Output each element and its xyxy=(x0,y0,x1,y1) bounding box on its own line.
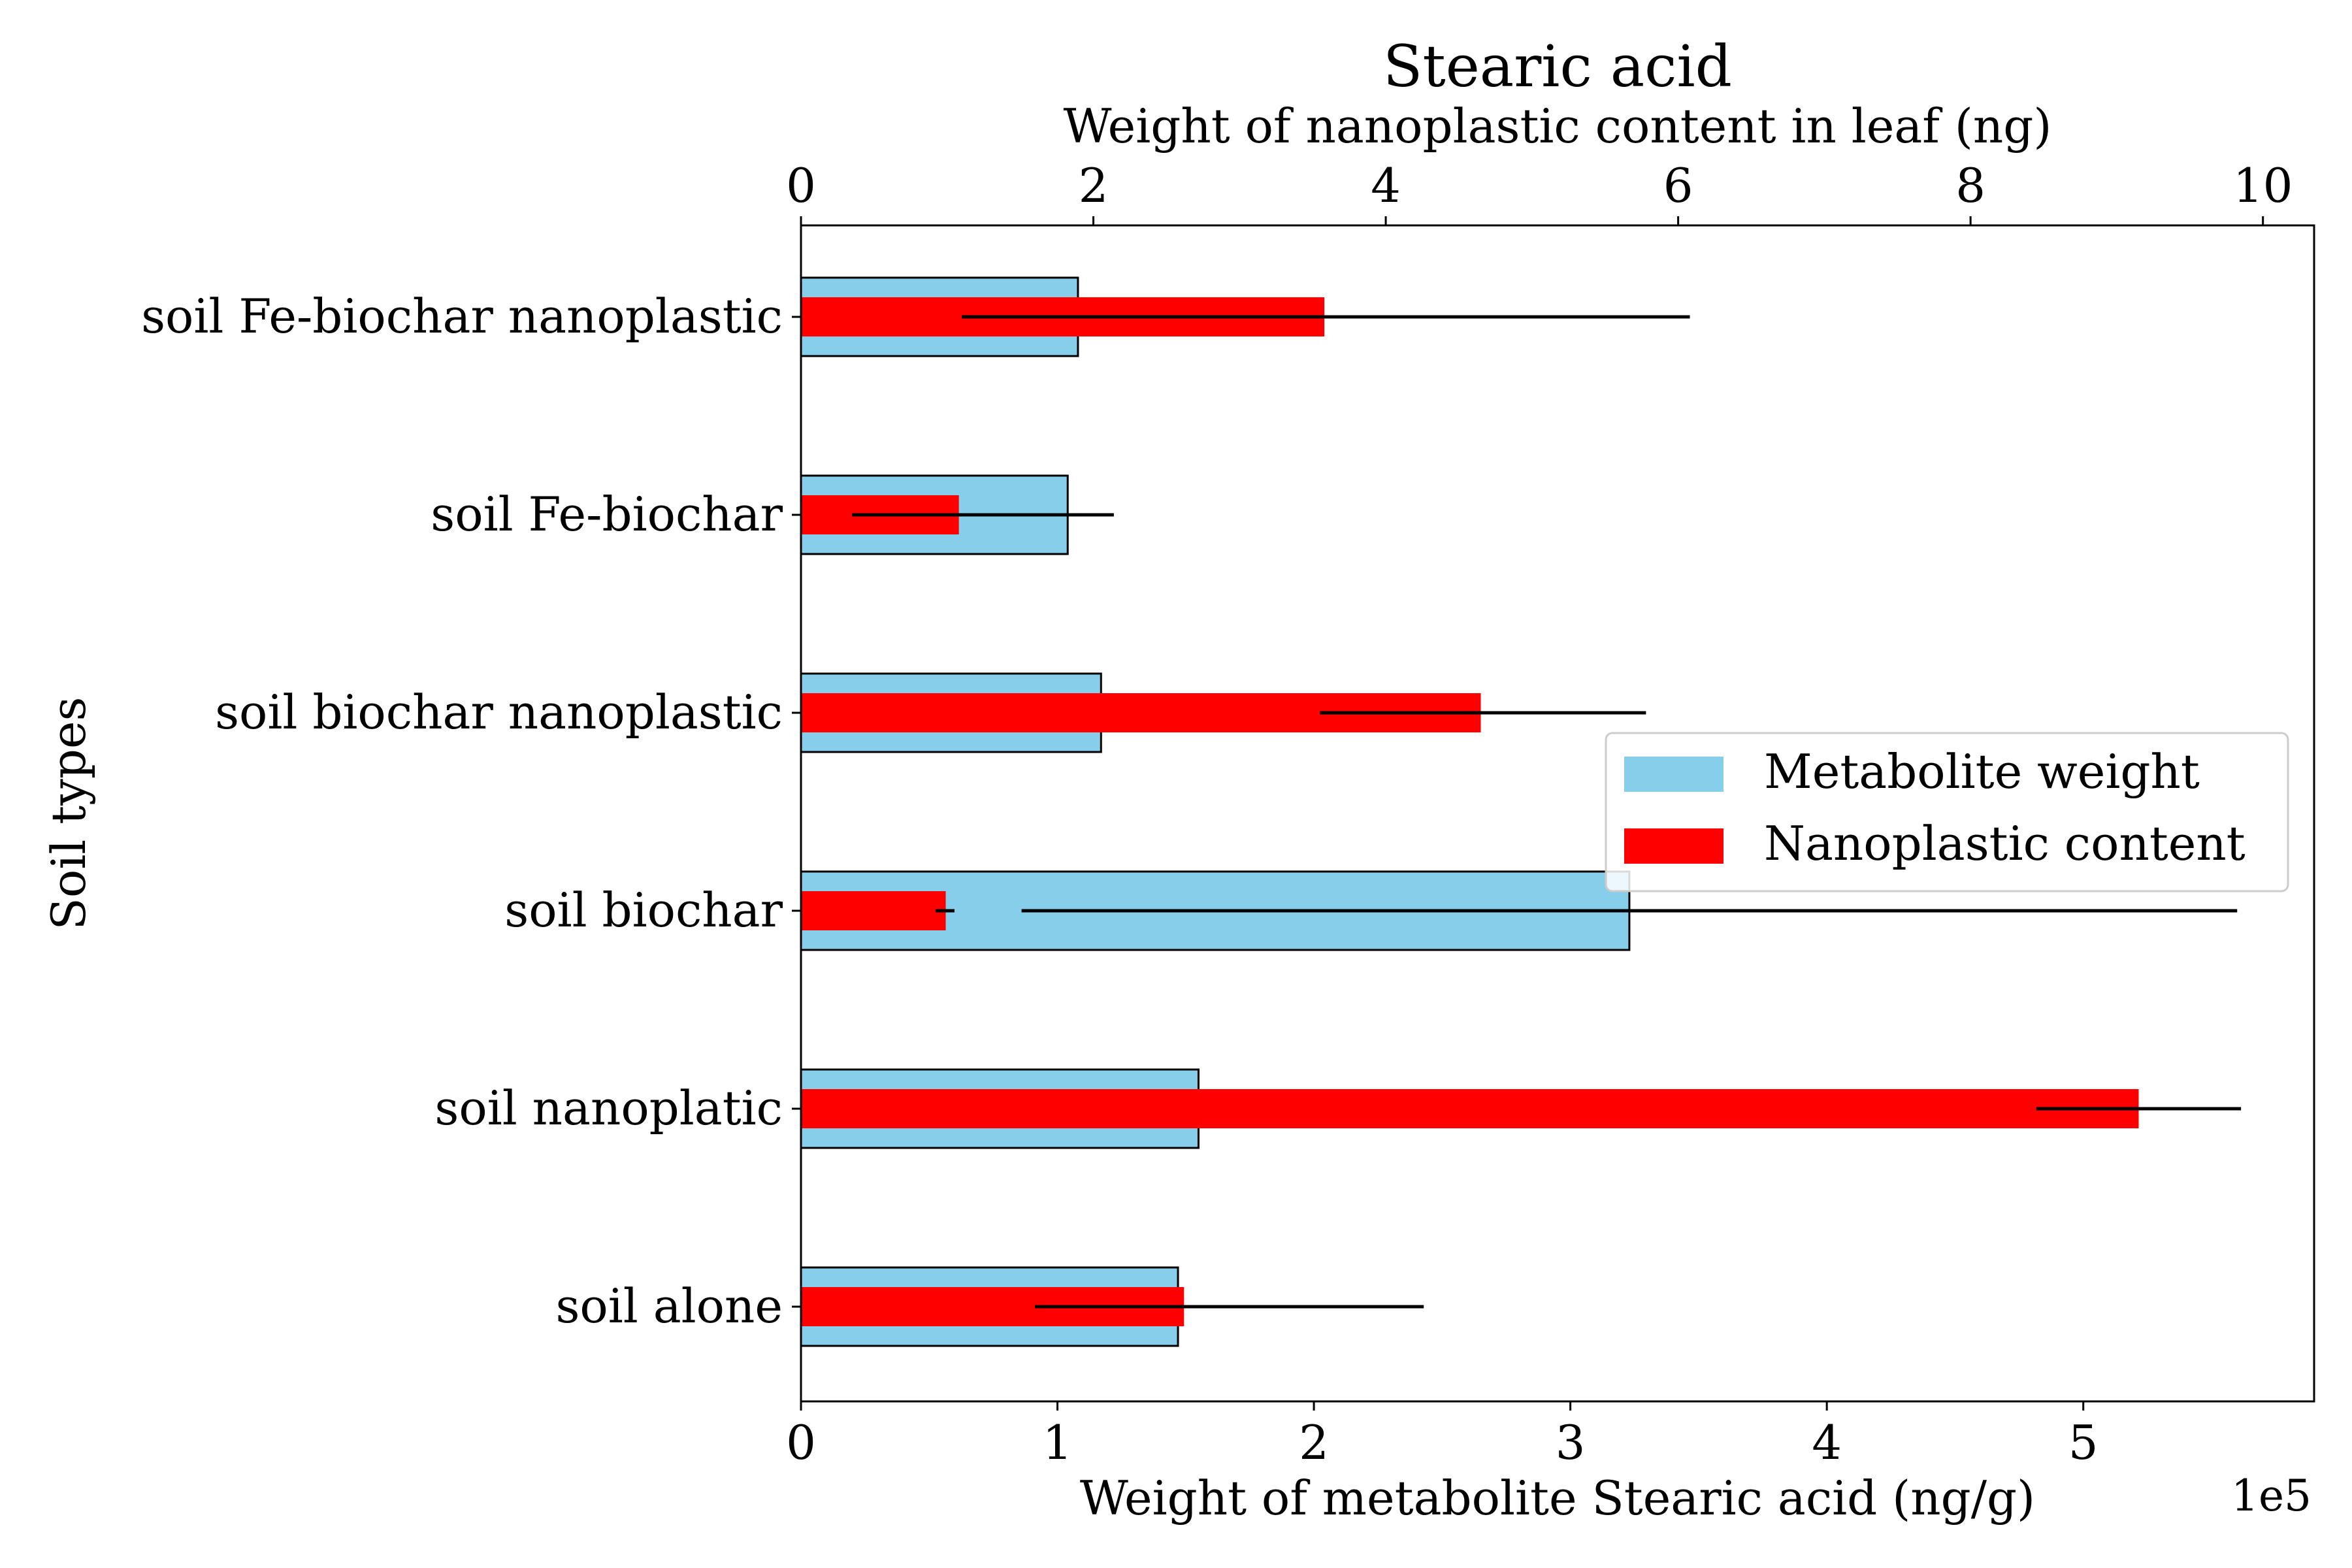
x-bottom-tick-label: 2 xyxy=(1299,1415,1329,1470)
legend-swatch-nanoplastic-content xyxy=(1624,828,1723,864)
x-top-tick-label: 6 xyxy=(1663,158,1693,213)
tick-group: soil Fe-biochar nanoplastic soil Fe-bioch… xyxy=(141,158,2293,1470)
axis-offset-text: 1e5 xyxy=(2231,1471,2311,1521)
x-bottom-tick-label: 5 xyxy=(2068,1415,2099,1470)
x-top-tick-label: 4 xyxy=(1371,158,1401,213)
y-tick-label: soil Fe-biochar nanoplastic xyxy=(141,289,783,344)
chart-title: Stearic acid xyxy=(1383,33,1732,100)
x-bottom-tick-label: 4 xyxy=(1812,1415,1842,1470)
top-axis-label: Weight of nanoplastic content in leaf (n… xyxy=(1064,99,2052,154)
plot-frame xyxy=(800,224,2315,1403)
error-bar-group xyxy=(852,315,2242,1309)
y-tick-label: soil alone xyxy=(555,1279,783,1333)
y-tick-label: soil Fe-biochar xyxy=(431,487,783,542)
legend-label-nanoplastic-content: Nanoplastic content xyxy=(1764,816,2246,871)
bar-nanoplastic-soil-nanoplatic xyxy=(801,1089,2139,1128)
y-tick-label: soil nanoplatic xyxy=(434,1081,783,1135)
x-top-tick-label: 2 xyxy=(1079,158,1109,213)
x-top-tick-label: 0 xyxy=(786,158,816,213)
x-bottom-tick-label: 1 xyxy=(1043,1415,1073,1470)
x-top-tick-label: 8 xyxy=(1955,158,1985,213)
legend-swatch-metabolite-weight xyxy=(1624,757,1723,792)
legend-label-metabolite-weight: Metabolite weight xyxy=(1764,744,2200,799)
y-tick-label: soil biochar nanoplastic xyxy=(215,685,783,740)
y-axis-label: Soil types xyxy=(41,697,96,930)
x-bottom-tick-label: 3 xyxy=(1556,1415,1586,1470)
x-bottom-tick-label: 0 xyxy=(786,1415,816,1470)
x-top-tick-label: 10 xyxy=(2233,158,2293,213)
bar-nanoplastic-soil-biochar xyxy=(801,891,946,930)
legend-frame xyxy=(1605,732,2289,892)
y-tick-label: soil biochar xyxy=(504,883,783,938)
bottom-axis-label: Weight of metabolite Stearic acid (ng/g) xyxy=(1080,1471,2035,1526)
legend[interactable]: Metabolite weight Nanoplastic content xyxy=(1605,732,2289,892)
